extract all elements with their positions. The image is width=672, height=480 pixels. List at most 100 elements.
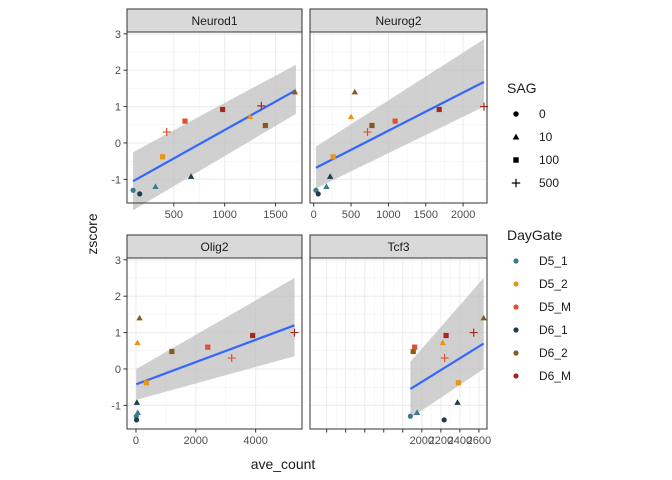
data-point (392, 118, 398, 124)
data-point (182, 118, 188, 124)
x-tick-label: 1500 (414, 209, 438, 221)
data-point (407, 413, 413, 419)
data-point (187, 173, 195, 179)
y-tick-label: -1 (111, 174, 121, 186)
data-point (455, 380, 462, 386)
data-point (291, 88, 299, 95)
regression-line (135, 324, 295, 386)
panel-border (126, 31, 303, 204)
legend-label-daygate: D6_M (539, 369, 571, 383)
data-point (315, 191, 321, 197)
data-point (480, 314, 487, 321)
data-point (347, 113, 355, 120)
x-tick-label: 4000 (243, 435, 267, 447)
legend-key-sag (513, 157, 519, 163)
data-point (369, 122, 375, 129)
data-point (323, 183, 330, 190)
regression-line (409, 342, 485, 390)
regression-line (315, 80, 485, 169)
legend-label-daygate: D5_M (539, 300, 571, 314)
data-point (413, 409, 421, 416)
legend-label-daygate: D5_2 (539, 277, 568, 291)
data-point (363, 128, 372, 137)
legend-label-daygate: D6_2 (539, 346, 568, 360)
facet-strip-label: Olig2 (200, 240, 228, 254)
x-tick-label: 500 (342, 209, 360, 221)
x-tick-label: 500 (165, 209, 183, 221)
y-tick-label: 2 (115, 65, 121, 77)
data-point (133, 417, 140, 423)
legend-key-sag (512, 133, 520, 140)
data-point (412, 344, 418, 350)
legend-label-daygate: D6_1 (539, 323, 568, 337)
data-point (169, 348, 175, 355)
x-tick-label: 2000 (451, 209, 475, 221)
facet-panel-neurog2: Neurog2 0 500 1000 1500 2000 (309, 8, 489, 221)
data-point (262, 122, 268, 129)
legend-key-daygate (513, 281, 519, 287)
x-tick-label: 1000 (376, 209, 400, 221)
data-point (136, 314, 143, 321)
x-tick-label: 0 (311, 209, 317, 221)
legend-label-sag: 10 (539, 130, 553, 144)
legend-title-daygate: DayGate (507, 227, 562, 243)
panel-border (126, 257, 303, 430)
confidence-ribbon (315, 39, 485, 189)
facet-strip-label: Neurod1 (191, 14, 237, 28)
data-point (220, 106, 226, 113)
y-tick-label: 1 (115, 328, 121, 340)
data-point (162, 128, 171, 137)
y-tick-label: 3 (115, 255, 121, 267)
legend-key-daygate (513, 258, 519, 264)
x-tick-label: 2200 (429, 435, 453, 447)
x-tick-label: 2000 (184, 435, 208, 447)
data-point (152, 183, 159, 190)
data-point (160, 154, 166, 160)
data-point (469, 328, 478, 337)
x-tick-label: 2400 (448, 435, 472, 447)
y-tick-label: 2 (115, 291, 121, 303)
data-point (133, 399, 141, 405)
data-point (227, 354, 236, 363)
confidence-ribbon (133, 64, 296, 211)
panel-border (309, 31, 488, 204)
data-point (439, 339, 446, 346)
legend-key-daygate (513, 304, 519, 310)
y-tick-label: 0 (115, 364, 121, 376)
data-point (137, 191, 143, 197)
data-point (440, 354, 449, 363)
legend-label-sag: 500 (539, 176, 559, 190)
facet-panel-neurod1: Neurod1 500 1000 1500 -1 0 1 2 3 (111, 8, 303, 221)
legend-key-daygate (513, 327, 519, 333)
panels-group: Neurod1 500 1000 1500 -1 0 1 2 3 Neurog2 0 500 1000 1… (111, 8, 491, 447)
x-tick-label: 2000 (410, 435, 434, 447)
legend-label-daygate: D5_1 (539, 254, 568, 268)
y-tick-label: 1 (115, 102, 121, 114)
data-point (130, 187, 136, 193)
data-point (250, 332, 256, 339)
y-tick-label: -1 (111, 400, 121, 412)
x-axis-label: ave_count (251, 456, 316, 472)
x-tick-label: 1500 (263, 209, 287, 221)
data-point (246, 113, 254, 120)
legend-label-sag: 0 (539, 107, 546, 121)
y-tick-label: 3 (115, 29, 121, 41)
data-point (205, 344, 211, 350)
data-point (410, 348, 416, 355)
data-point (436, 106, 442, 113)
data-point (326, 173, 334, 179)
y-axis-label: zscore (84, 213, 100, 254)
data-point (351, 88, 359, 95)
data-point (290, 328, 299, 337)
legend-key-daygate (513, 373, 519, 379)
x-tick-label: 2600 (467, 435, 491, 447)
panel-border (309, 257, 488, 430)
legend-title-sag: SAG (507, 80, 537, 96)
legend-key-sag (513, 111, 519, 117)
x-tick-label: 1000 (212, 209, 236, 221)
legend-label-sag: 100 (539, 153, 559, 167)
facet-panel-olig2: Olig2 0 2000 4000 -1 0 1 2 3 (111, 234, 303, 447)
data-point (134, 409, 141, 416)
